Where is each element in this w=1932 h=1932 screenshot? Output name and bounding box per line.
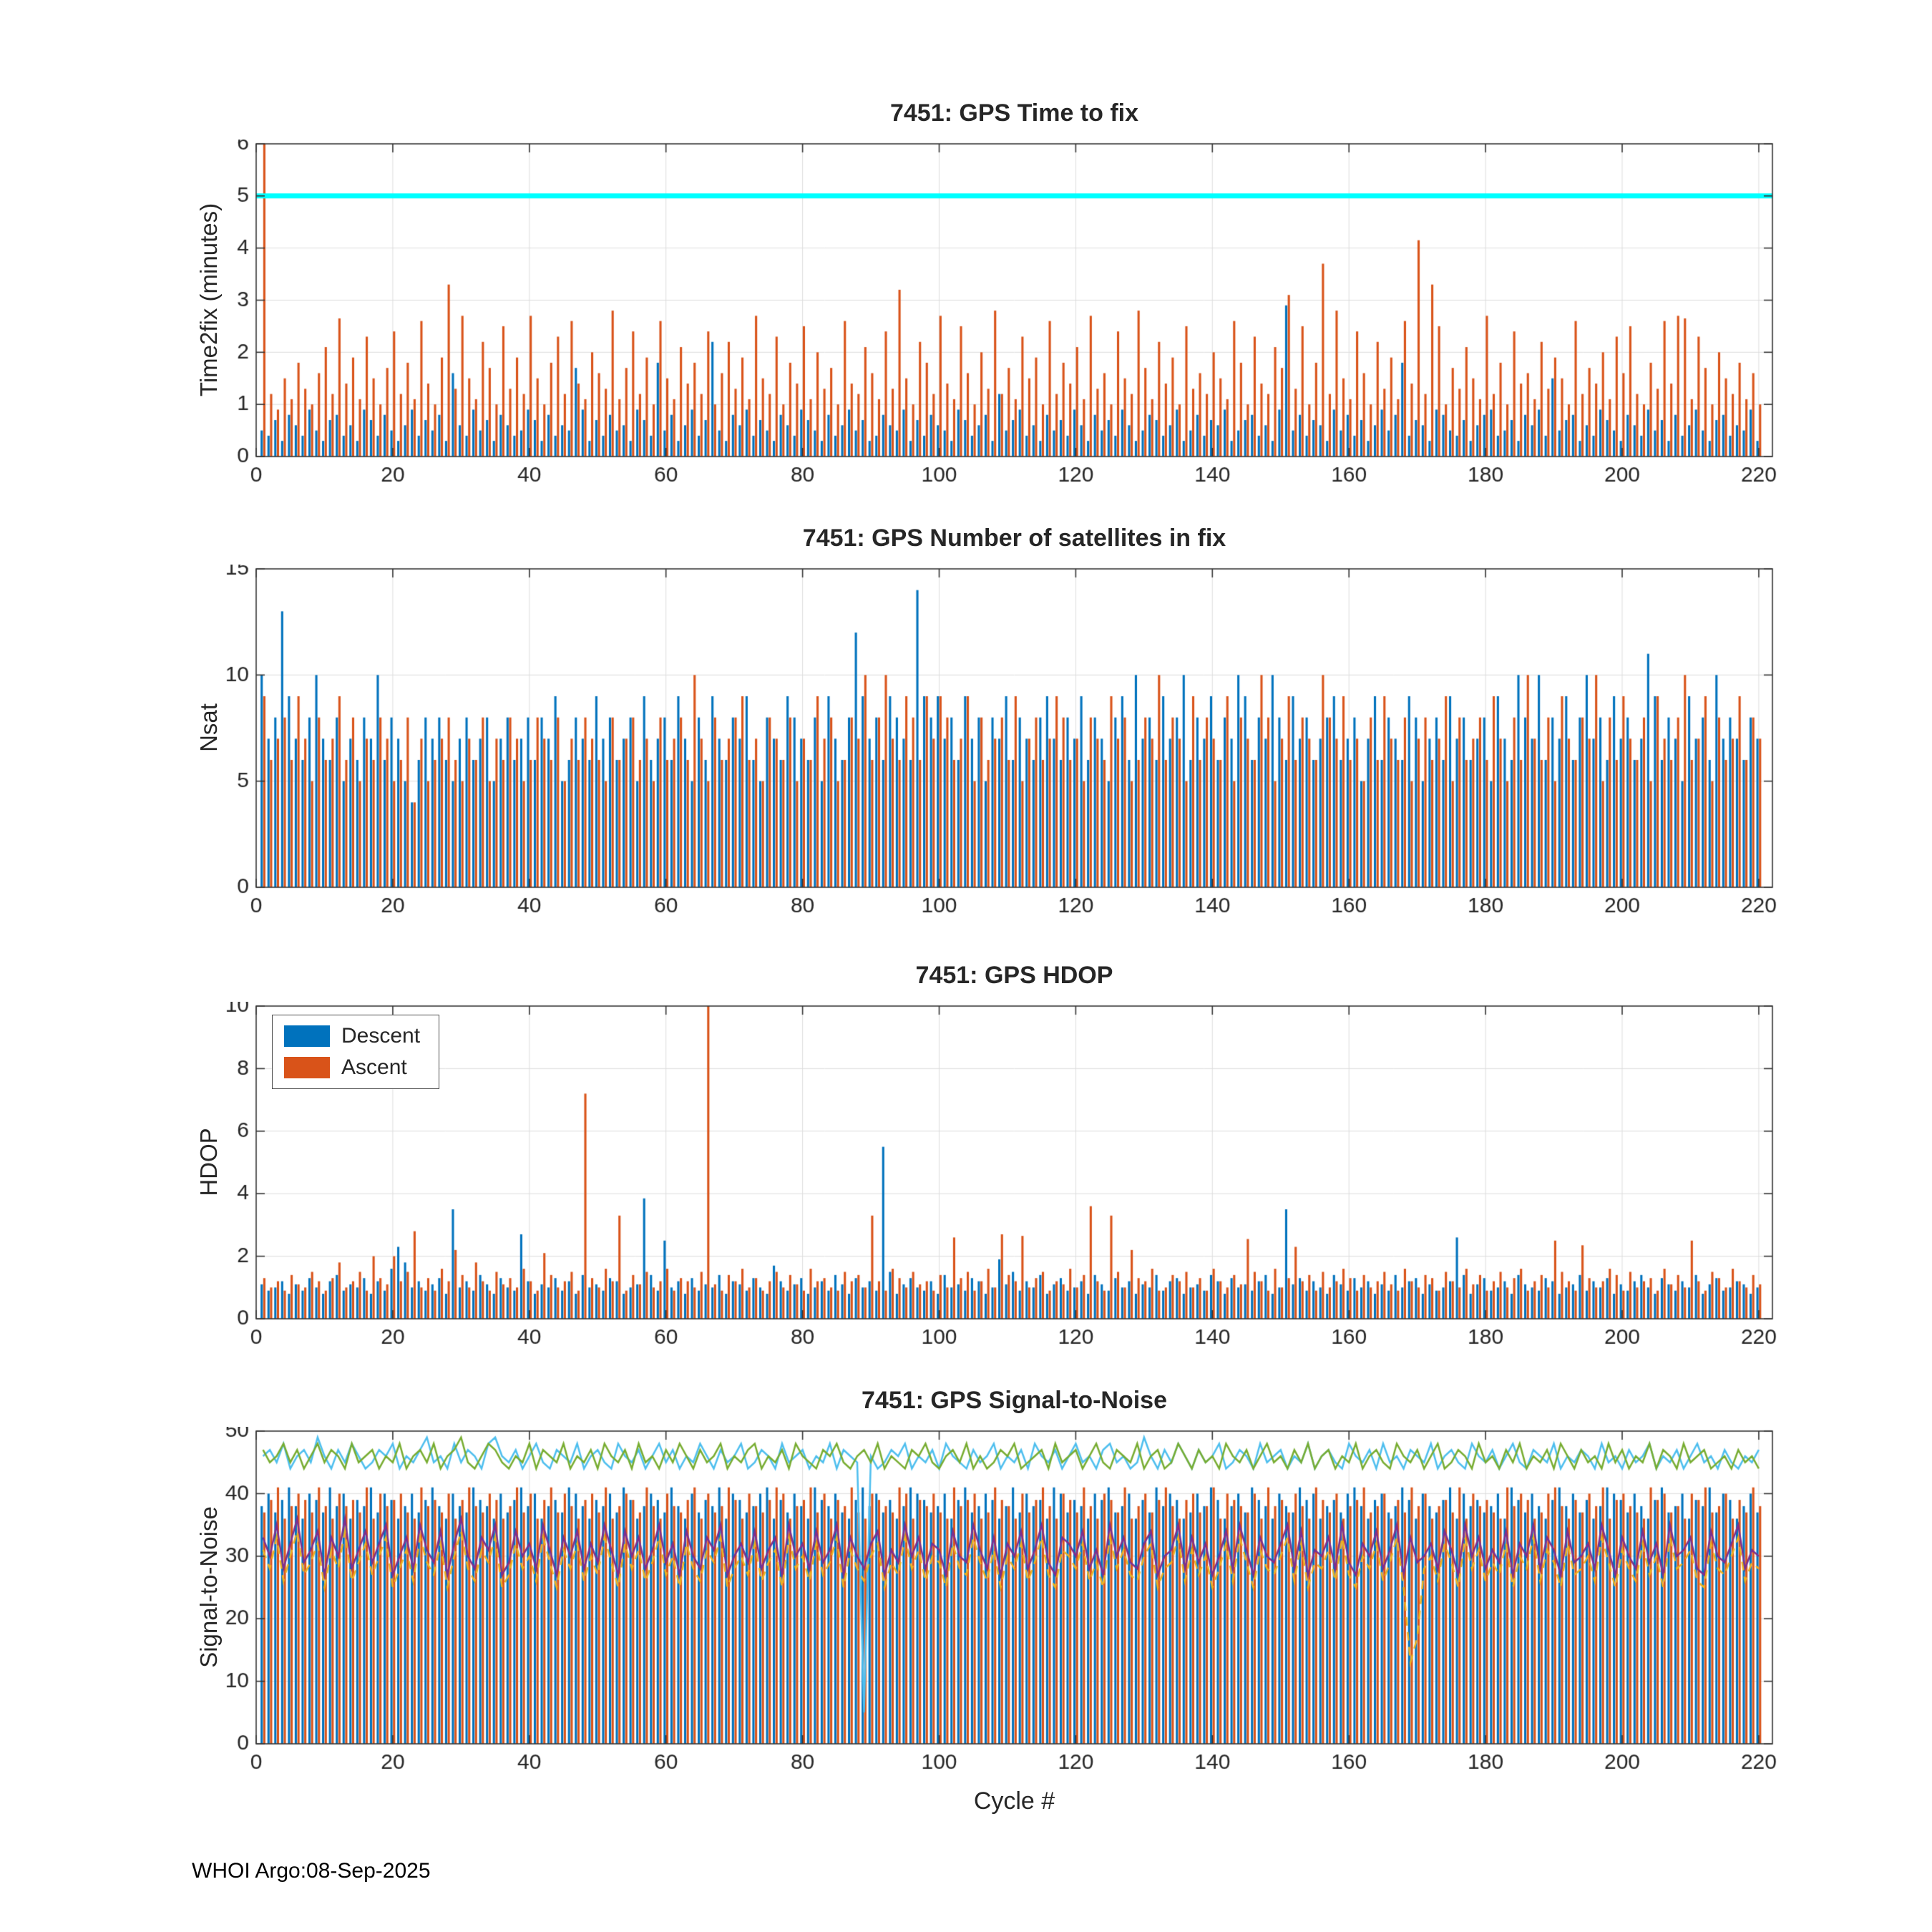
descent-swatch — [284, 1025, 330, 1047]
time2fix-title: 7451: GPS Time to fix — [889, 99, 1139, 127]
nsat-title: 7451: GPS Number of satellites in fix — [802, 525, 1226, 552]
ascent-swatch — [284, 1057, 330, 1078]
x-axis-label: Cycle # — [973, 1787, 1055, 1815]
hdop-title: 7451: GPS HDOP — [915, 962, 1113, 989]
legend-label-descent: Descent — [341, 1024, 421, 1048]
legend-item-ascent: Ascent — [284, 1055, 420, 1080]
nsat-chart-canvas — [208, 565, 1832, 933]
hdop-chart-canvas — [208, 1002, 1832, 1365]
legend-label-ascent: Ascent — [341, 1055, 407, 1079]
legend: Descent Ascent — [272, 1015, 440, 1089]
snr-title: 7451: GPS Signal-to-Noise — [862, 1387, 1167, 1414]
footer-stamp: WHOI Argo:08-Sep-2025 — [192, 1859, 431, 1883]
snr-chart-canvas — [208, 1427, 1832, 1790]
time2fix-chart-canvas — [208, 140, 1832, 502]
legend-item-descent: Descent — [284, 1024, 420, 1048]
